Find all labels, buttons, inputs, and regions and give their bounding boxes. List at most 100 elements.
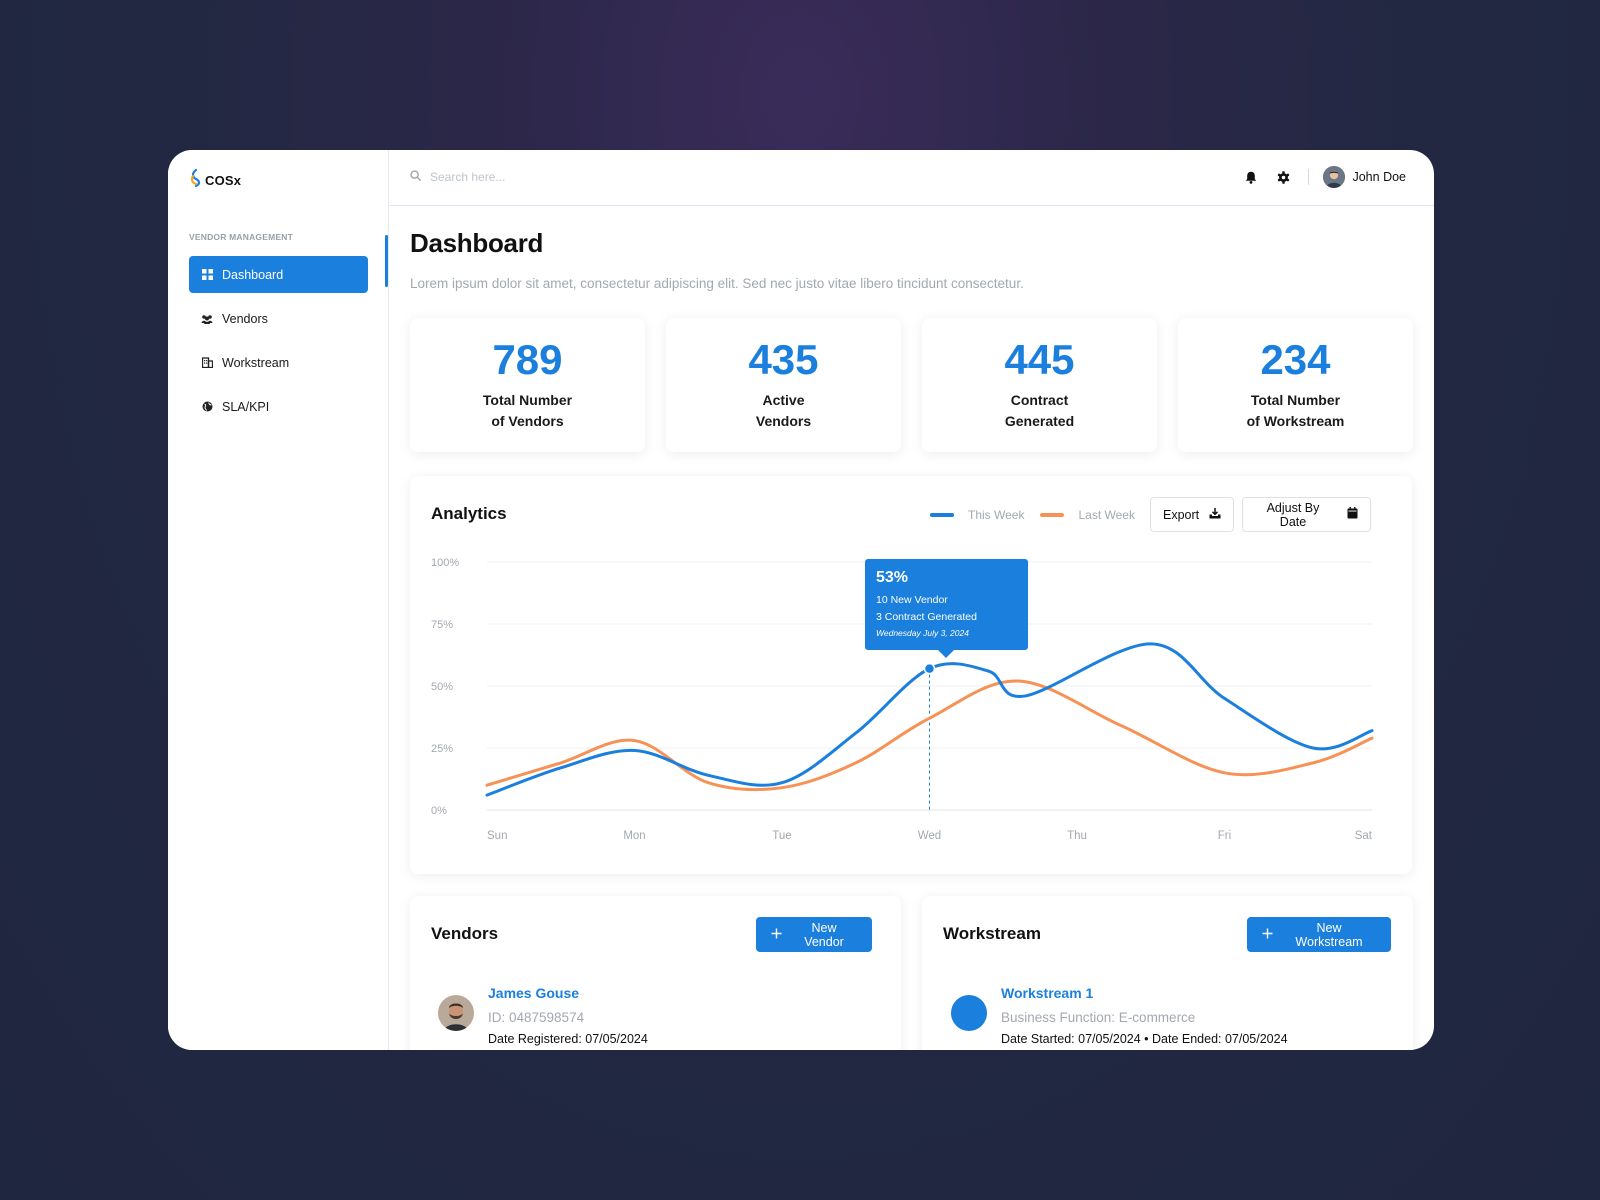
- vendors-card: Vendors New Vendor James Gouse ID: 04875…: [410, 896, 901, 1050]
- download-icon: [1209, 507, 1221, 522]
- y-tick-label: 75%: [431, 619, 453, 631]
- vendor-id: ID: 0487598574: [488, 1010, 585, 1025]
- legend-label: Last Week: [1078, 508, 1135, 522]
- y-tick-label: 0%: [431, 805, 447, 817]
- topbar-divider: [1308, 169, 1310, 185]
- avatar: [438, 995, 474, 1031]
- vendor-date-registered: Date Registered: 07/05/2024: [488, 1032, 648, 1046]
- x-tick-label: Sun: [487, 830, 507, 842]
- legend-swatch: [1040, 513, 1065, 517]
- new-workstream-label: New Workstream: [1295, 920, 1363, 949]
- stat-value: 435: [748, 336, 819, 383]
- series-line-this-week: [485, 642, 1374, 797]
- topbar-actions: John Doe: [1226, 166, 1406, 188]
- new-vendor-label: New Vendor: [804, 920, 844, 949]
- users-icon: [201, 313, 213, 325]
- logo-text: COSx: [205, 173, 242, 188]
- y-tick-label: 100%: [431, 557, 459, 569]
- y-tick-label: 25%: [431, 743, 453, 755]
- vendor-list-item[interactable]: James Gouse ID: 0487598574 Date Register…: [438, 983, 648, 1048]
- x-tick-label: Mon: [623, 830, 645, 842]
- chart-legend: This Week Last Week: [930, 506, 1152, 524]
- page-subtitle: Lorem ipsum dolor sit amet, consectetur …: [410, 276, 1024, 291]
- stat-label: Total Number of Vendors: [482, 392, 573, 429]
- stat-label: Total Number of Workstream: [1246, 392, 1345, 429]
- analytics-chart: 0% 25% 50% 75% 100% Sun Mon Tue Wed Thu Fri Sat: [431, 557, 1374, 842]
- stat-card-total-workstream: 234 Total Number of Workstream: [1178, 318, 1413, 452]
- x-tick-label: Thu: [1067, 830, 1087, 842]
- x-tick-label: Wed: [918, 830, 941, 842]
- legend-swatch: [930, 513, 954, 517]
- legend-label: This Week: [968, 508, 1025, 522]
- sidebar-item-label: Vendors: [222, 311, 268, 326]
- active-indicator: [385, 235, 388, 287]
- stat-label: Contract Generated: [1004, 392, 1075, 429]
- stats-row: 789 Total Number of Vendors 435 Active V…: [410, 318, 1413, 452]
- sidebar-nav: Dashboard Vendors Workstream SLA/KPI: [189, 256, 368, 432]
- analytics-card: 0% 25% 50% 75% 100% Sun Mon Tue Wed Thu Fri Sat Ana…: [410, 476, 1412, 874]
- stat-value: 445: [1004, 336, 1075, 383]
- main-content: Dashboard Lorem ipsum dolor sit amet, co…: [389, 206, 1434, 1050]
- sidebar-item-vendors[interactable]: Vendors: [189, 300, 368, 337]
- legend-item-last-week[interactable]: Last Week: [1040, 508, 1135, 522]
- app-window: COSx VENDOR MANAGEMENT Dashboard Vendors: [168, 150, 1434, 1050]
- page-title: Dashboard: [410, 228, 544, 258]
- tooltip-date: Wednesday July 3, 2024: [876, 628, 969, 638]
- sidebar-item-label: SLA/KPI: [222, 399, 270, 414]
- highlight-point: [923, 662, 936, 675]
- user-name[interactable]: John Doe: [1352, 170, 1406, 184]
- stat-card-active-vendors: 435 Active Vendors: [666, 318, 901, 452]
- sidebar: COSx VENDOR MANAGEMENT Dashboard Vendors: [168, 150, 389, 1050]
- stat-label: Active Vendors: [755, 392, 812, 429]
- new-vendor-button[interactable]: New Vendor: [756, 917, 872, 952]
- sidebar-item-workstream[interactable]: Workstream: [189, 344, 368, 381]
- workstream-dates: Date Started: 07/05/2024 • Date Ended: 0…: [1001, 1032, 1288, 1046]
- grid-icon: [201, 269, 213, 281]
- search-input[interactable]: [430, 170, 730, 184]
- logo-icon: [189, 168, 203, 192]
- sidebar-item-dashboard[interactable]: Dashboard: [189, 256, 368, 293]
- calendar-icon: [1347, 507, 1358, 522]
- x-tick-label: Tue: [772, 830, 791, 842]
- analytics-title: Analytics: [431, 504, 507, 523]
- sidebar-item-sla-kpi[interactable]: SLA/KPI: [189, 388, 368, 425]
- stat-value: 234: [1260, 336, 1331, 383]
- x-tick-label: Sat: [1355, 830, 1373, 842]
- workstream-info: Workstream 1 Business Function: E-commer…: [1001, 983, 1288, 1048]
- export-button[interactable]: Export: [1150, 497, 1235, 532]
- series-line-last-week: [485, 679, 1374, 792]
- workstream-title: Workstream: [943, 924, 1041, 943]
- stat-value: 789: [492, 336, 563, 383]
- adjust-label: Adjust By Date: [1266, 500, 1320, 529]
- plus-icon: [771, 928, 782, 942]
- workstream-list-item[interactable]: Workstream 1 Business Function: E-commer…: [951, 983, 1288, 1048]
- logo[interactable]: COSx: [189, 168, 242, 192]
- section-label: VENDOR MANAGEMENT: [189, 232, 293, 242]
- tooltip-contracts: 3 Contract Generated: [876, 611, 977, 623]
- avatar[interactable]: [1323, 166, 1346, 188]
- x-tick-label: Fri: [1218, 830, 1231, 842]
- vendors-title: Vendors: [431, 924, 499, 943]
- adjust-by-date-button[interactable]: Adjust By Date: [1242, 497, 1371, 532]
- sidebar-item-label: Dashboard: [222, 267, 284, 282]
- building-icon: [201, 357, 213, 369]
- tooltip-percent: 53%: [876, 569, 909, 586]
- workstream-avatar: [951, 995, 987, 1031]
- search-box: [410, 168, 730, 186]
- gear-icon[interactable]: [1276, 170, 1290, 184]
- stat-card-contract-generated: 445 Contract Generated: [922, 318, 1157, 452]
- plus-icon: [1262, 928, 1273, 942]
- topbar: John Doe: [389, 150, 1434, 206]
- vendor-info: James Gouse ID: 0487598574 Date Register…: [488, 983, 648, 1048]
- sidebar-item-label: Workstream: [222, 355, 290, 370]
- export-label: Export: [1163, 507, 1200, 522]
- tooltip-new-vendor: 10 New Vendor: [876, 594, 948, 606]
- search-icon: [410, 168, 421, 186]
- workstream-name[interactable]: Workstream 1: [1001, 985, 1094, 1001]
- bell-icon[interactable]: [1244, 170, 1258, 184]
- vendor-name[interactable]: James Gouse: [488, 985, 580, 1001]
- workstream-card: Workstream New Workstream Workstream 1 B…: [922, 896, 1413, 1050]
- new-workstream-button[interactable]: New Workstream: [1247, 917, 1391, 952]
- legend-item-this-week[interactable]: This Week: [930, 508, 1024, 522]
- chart-tooltip: 53% 10 New Vendor 3 Contract Generated W…: [865, 559, 1028, 658]
